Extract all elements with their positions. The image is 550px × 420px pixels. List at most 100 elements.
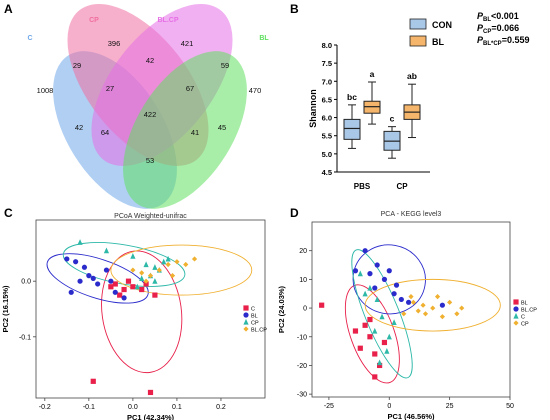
- legend-label: BL.CP: [251, 327, 267, 333]
- data-point: [121, 295, 127, 301]
- data-point: [156, 267, 162, 273]
- legend-label: CON: [432, 20, 452, 30]
- plot-frame: [35, 219, 266, 399]
- confidence-ellipse: [352, 244, 426, 315]
- data-point: [434, 293, 441, 300]
- data-point: [90, 378, 96, 384]
- y-axis-label: Shannon: [308, 89, 318, 128]
- venn-label-blcp: BL.CP: [158, 17, 179, 24]
- legend-label: BL: [432, 37, 444, 47]
- pca-panel: D PCA - KEGG level3 -25 0 25 50 20 10 0 -10 -20 -3…: [277, 206, 537, 420]
- venn-count: 42: [146, 56, 154, 65]
- y-tick-label: -10: [297, 334, 307, 341]
- confidence-ellipse: [351, 249, 413, 379]
- data-point: [393, 282, 400, 288]
- venn-count: 42: [75, 123, 83, 132]
- y-tick-label: -20: [297, 363, 307, 370]
- x-axis-label: PC1 (46.56%): [387, 412, 435, 420]
- data-point: [386, 268, 392, 274]
- data-point: [125, 278, 132, 284]
- data-point: [134, 283, 140, 290]
- y-tick-label: 7.5: [322, 59, 332, 68]
- venn-label-c: C: [27, 35, 32, 42]
- data-point: [64, 256, 70, 262]
- pca-scatter-chart: PCA - KEGG level3 -25 0 25 50 20 10 0 -10 -20 -30 P…: [277, 211, 537, 420]
- significance-letter: ab: [407, 71, 417, 81]
- data-point: [372, 351, 378, 357]
- x-tick-label: 25: [446, 403, 454, 410]
- data-point: [143, 278, 149, 284]
- data-point: [86, 273, 92, 279]
- y-tick-label: 4.5: [322, 168, 332, 177]
- data-point: [367, 284, 373, 291]
- data-point: [130, 253, 136, 259]
- data-point: [420, 302, 426, 308]
- data-point: [374, 262, 380, 268]
- data-point: [405, 299, 412, 305]
- data-point: [130, 267, 136, 273]
- venn-count: 470: [249, 86, 262, 95]
- venn-count: 45: [218, 123, 226, 132]
- y-tick-label: 6.5: [322, 95, 332, 104]
- chart-title: PCoA Weighted-unifrac: [114, 213, 187, 220]
- legend-label: CP: [251, 320, 259, 326]
- data-point: [108, 278, 114, 284]
- data-point: [77, 239, 83, 245]
- x-tick-label: 0.1: [172, 404, 182, 411]
- data-point: [174, 259, 180, 265]
- venn-count: 67: [186, 84, 194, 93]
- data-point: [103, 267, 110, 273]
- data-point: [152, 292, 158, 298]
- data-point: [152, 264, 158, 270]
- venn-count: 396: [108, 39, 121, 48]
- data-point: [112, 281, 118, 287]
- data-point: [139, 270, 145, 276]
- venn-count: 421: [181, 39, 194, 48]
- x-tick-label: 0.0: [128, 404, 138, 411]
- confidence-ellipse: [101, 250, 183, 374]
- data-point: [362, 290, 368, 297]
- y-tick-label: 0.0: [21, 279, 31, 286]
- data-point: [147, 389, 154, 396]
- y-tick-label: -30: [297, 392, 307, 399]
- venn-region-counts: 1008 396 421 470 29 42 59 27 67 422 42 45 64 41 53: [37, 39, 262, 165]
- data-point: [352, 268, 359, 274]
- legend-swatch: [409, 35, 427, 47]
- venn-set-bl: [123, 51, 247, 209]
- data-point: [439, 314, 445, 320]
- legend-label: C: [251, 306, 255, 312]
- data-point: [372, 374, 378, 380]
- data-point: [90, 275, 96, 282]
- x-tick-label: 50: [506, 403, 514, 410]
- data-point: [243, 318, 249, 325]
- data-point: [367, 271, 373, 277]
- data-point: [103, 247, 110, 254]
- data-point: [391, 291, 397, 297]
- data-point: [362, 248, 368, 254]
- data-point: [447, 299, 453, 305]
- plot-frame: [311, 221, 511, 398]
- venn-label-cp: CP: [89, 17, 99, 24]
- data-point: [372, 327, 378, 334]
- data-point: [513, 306, 519, 312]
- confidence-ellipse: [46, 253, 149, 304]
- data-point: [513, 299, 519, 305]
- y-axis-label: PC2 (16.15%): [1, 285, 10, 333]
- x-tick-label: CP: [396, 182, 408, 191]
- data-point: [77, 278, 83, 284]
- data-point: [374, 296, 380, 303]
- y-tick-label: 6.0: [322, 114, 332, 123]
- data-point: [112, 289, 118, 295]
- x-tick-label: -0.1: [83, 404, 95, 411]
- data-point: [352, 328, 359, 334]
- y-tick-label: 10: [299, 277, 307, 284]
- data-point: [165, 255, 171, 262]
- data-point: [422, 311, 429, 317]
- data-point: [319, 302, 325, 308]
- data-point: [377, 362, 383, 369]
- data-point: [191, 256, 198, 262]
- x-tick-label: 0.2: [216, 404, 226, 411]
- panel-label-b: B: [290, 2, 299, 16]
- data-point: [243, 326, 249, 332]
- legend-label: C: [521, 314, 525, 320]
